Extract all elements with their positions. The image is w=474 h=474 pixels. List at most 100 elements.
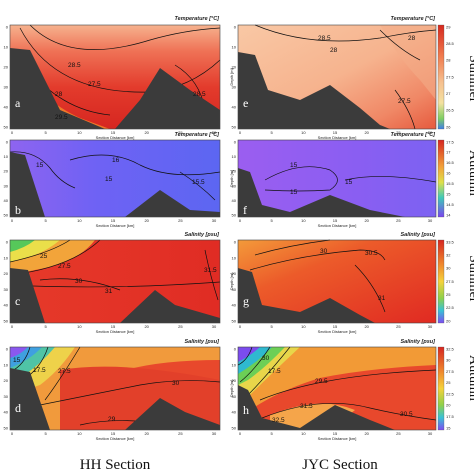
panel-a-title: Temperature [°C] (175, 16, 220, 22)
y-tick-label: 10 (232, 154, 237, 159)
panel-e-contour-4: 27.5 (398, 98, 411, 105)
y-axis-label: Depth [m] (229, 380, 234, 397)
panel-h-isoline-5 (261, 402, 437, 421)
panel-f-contour-2: 15 (345, 179, 353, 186)
colorbar-tick-label: 16.5 (446, 160, 455, 165)
panel-e-contour-3: 28 (408, 35, 416, 42)
x-tick-label: 10 (77, 431, 82, 436)
x-tick-label: 10 (301, 324, 306, 329)
x-axis-label: Section Distance [km] (318, 329, 357, 334)
colorbar-tick-label: 25 (446, 292, 451, 297)
panel-c-contour-3: 30 (75, 278, 83, 285)
x-tick-label: 10 (77, 218, 82, 223)
panel-a-contour-1: 28.5 (68, 62, 81, 69)
x-tick-label: 20 (144, 130, 149, 135)
x-tick-label: 30 (428, 324, 433, 329)
y-tick-label: 0 (6, 347, 9, 352)
panel-e-contour-1: 28.5 (318, 35, 331, 42)
colorbar-tick-label: 17.5 (446, 414, 455, 419)
panel-b-isoline-1 (9, 151, 76, 189)
x-axis-label: Section Distance [km] (318, 436, 357, 441)
panel-a-letter: a (15, 96, 21, 110)
colorbar-tick-label: 32.5 (446, 346, 455, 351)
panel-a-contour-5: 28.5 (193, 91, 206, 98)
panel-a: Temperature [°C] a 28.5 27.5 28 29.5 28.… (9, 16, 221, 130)
x-tick-label: 15 (333, 218, 338, 223)
x-tick-label: 15 (111, 218, 116, 223)
y-tick-label: 50 (232, 319, 237, 324)
y-tick-label: 0 (6, 140, 9, 145)
colorbar-tick-label: 20 (446, 318, 451, 323)
y-tick-label: 30 (232, 183, 237, 188)
x-tick-label: 30 (212, 130, 217, 135)
panel-a-isoline-2 (19, 27, 221, 93)
panel-h-isoline-1 (237, 346, 253, 366)
panel-e-isoline-3 (394, 89, 416, 130)
panel-g-title: Salinity [psu] (400, 232, 435, 238)
y-tick-label: 50 (4, 213, 9, 218)
colorbar-autumn-salinity (437, 346, 445, 431)
x-tick-label: 20 (364, 431, 369, 436)
x-tick-label: 25 (178, 130, 183, 135)
x-tick-label: 25 (178, 431, 183, 436)
y-tick-label: 30 (4, 183, 9, 188)
season-label-summer-top: Summer (466, 55, 474, 103)
y-tick-label: 20 (4, 169, 9, 174)
panel-h: Salinity [psu] h 30 17.5 29.5 31.5 32.5 … (237, 339, 437, 431)
y-tick-label: 50 (232, 213, 237, 218)
colorbar-tick-label: 27.5 (446, 74, 455, 79)
panel-e-isoline-1 (254, 24, 437, 42)
panel-d-title: Salinity [psu] (184, 339, 219, 345)
y-tick-label: 40 (232, 105, 237, 110)
colorbar-tick-label: 30 (446, 266, 451, 271)
colorbar-3-bar (437, 239, 445, 324)
x-tick-label: 5 (271, 324, 274, 329)
panel-g-bathymetry (238, 268, 375, 323)
panel-g: Salinity [psu] g 30 30.5 31 (237, 232, 437, 324)
x-tick-label: 20 (144, 324, 149, 329)
panel-h-letter: h (243, 403, 249, 417)
x-tick-label: 15 (111, 130, 116, 135)
y-axis-label: Depth [m] (229, 170, 234, 187)
y-axis-label: Depth [m] (229, 68, 234, 85)
panel-h-bathymetry (238, 385, 395, 430)
panel-c-contour-2: 27.5 (58, 263, 71, 270)
x-axis-label: Section Distance [km] (96, 329, 135, 334)
panel-c-contour-4: 31 (105, 288, 113, 295)
y-tick-label: 30 (232, 394, 237, 399)
colorbar-tick-label: 27.5 (446, 279, 455, 284)
x-axis-label: Section Distance [km] (96, 135, 135, 140)
x-tick-label: 10 (301, 431, 306, 436)
colorbar-tick-label: 29 (446, 24, 451, 29)
x-tick-label: 20 (364, 218, 369, 223)
panel-a-contour-2: 27.5 (88, 81, 101, 88)
panel-f-isoline-1 (264, 166, 338, 192)
panel-d-isoline-3 (44, 346, 81, 401)
y-tick-label: 50 (232, 125, 237, 130)
x-tick-label: 15 (333, 130, 338, 135)
colorbar-2-bar (437, 139, 445, 218)
x-tick-label: 0 (239, 324, 242, 329)
y-tick-label: 20 (232, 271, 237, 276)
panel-c-isoline-3 (39, 278, 121, 291)
x-tick-label: 20 (364, 130, 369, 135)
colorbar-tick-label: 30 (446, 358, 451, 363)
x-tick-label: 0 (239, 218, 242, 223)
panel-d-contour-5: 29 (108, 416, 116, 423)
x-tick-label: 30 (428, 431, 433, 436)
x-tick-label: 30 (212, 324, 217, 329)
panel-e-contour-2: 28 (330, 47, 338, 54)
colorbar-tick-label: 22.5 (446, 305, 455, 310)
panel-h-title: Salinity [psu] (400, 339, 435, 345)
panel-c: Salinity [psu] c 25 27.5 30 31 31.5 (9, 232, 221, 324)
x-tick-label: 15 (333, 324, 338, 329)
colorbar-tick-label: 17 (446, 150, 451, 155)
x-tick-label: 10 (301, 218, 306, 223)
y-tick-label: 0 (234, 25, 237, 30)
y-tick-label: 40 (232, 303, 237, 308)
panel-b-isoline-3 (179, 171, 216, 201)
panel-c-frame (9, 239, 221, 324)
panel-e-warm-edge (380, 25, 436, 100)
x-tick-label: 5 (45, 218, 48, 223)
panel-h-contour-1: 30 (262, 355, 270, 362)
